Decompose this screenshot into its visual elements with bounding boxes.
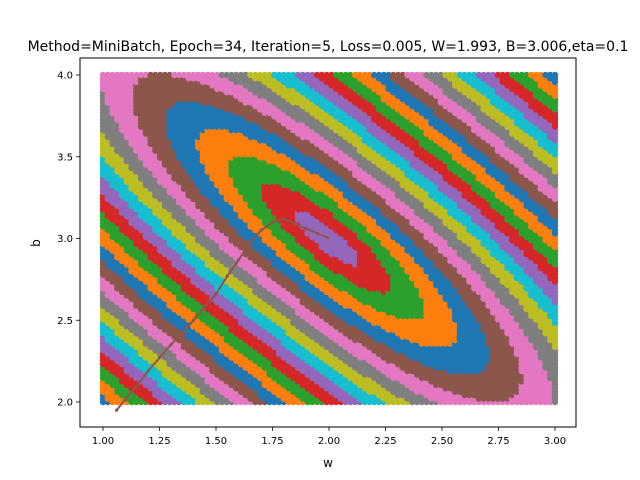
contour-point — [133, 71, 140, 79]
loss-contour-bands — [99, 71, 559, 406]
contour-point — [175, 71, 183, 79]
contour-point — [171, 71, 178, 79]
contour-point — [152, 71, 159, 79]
contour-point — [128, 71, 135, 79]
contour-point — [142, 71, 149, 79]
contour-point — [185, 71, 192, 79]
contour-point — [166, 71, 173, 79]
contour-point — [137, 71, 145, 79]
contour-point — [114, 71, 121, 79]
contour-point — [156, 71, 164, 79]
contour-point — [180, 71, 188, 79]
contour-point — [104, 71, 112, 79]
contour-point — [161, 71, 169, 79]
contour-point — [109, 71, 116, 79]
contour-point — [123, 71, 130, 79]
contour-point — [147, 71, 154, 79]
contour-point — [118, 71, 126, 79]
contour-point — [99, 71, 107, 79]
